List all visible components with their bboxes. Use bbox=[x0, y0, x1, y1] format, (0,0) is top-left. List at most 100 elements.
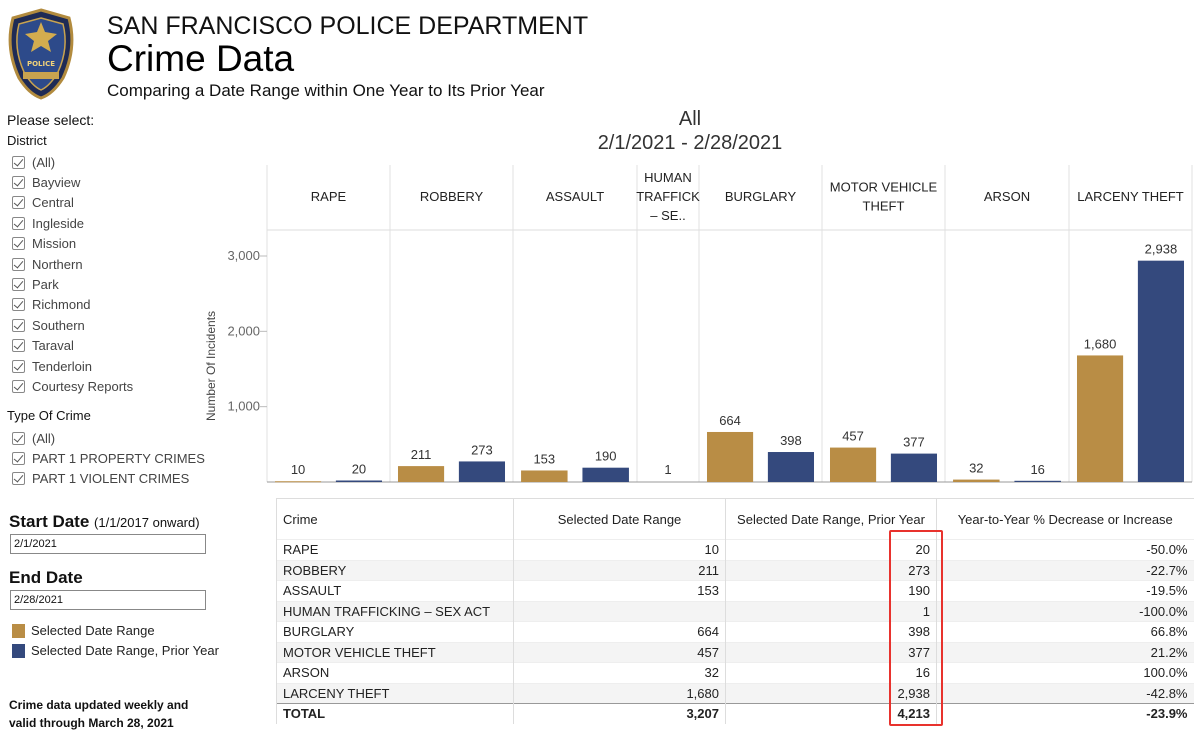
checkbox-checked-icon[interactable] bbox=[12, 318, 25, 332]
checkbox-checked-icon[interactable] bbox=[12, 257, 25, 271]
checkbox-checked-icon[interactable] bbox=[12, 431, 25, 445]
district-option[interactable]: Courtesy Reports bbox=[12, 377, 133, 395]
district-option[interactable]: Central bbox=[12, 194, 74, 212]
table-cell: -19.5% bbox=[936, 580, 1194, 601]
checkbox-checked-icon[interactable] bbox=[12, 451, 25, 465]
checkbox-checked-icon[interactable] bbox=[12, 298, 25, 312]
table-cell: -50.0% bbox=[936, 539, 1194, 560]
page-title: Crime Data bbox=[107, 38, 295, 79]
bar-value-label: 1,680 bbox=[1084, 336, 1117, 351]
checkbox-checked-icon[interactable] bbox=[12, 175, 25, 189]
table-row: ARSON 32 16 100.0% bbox=[276, 662, 1194, 683]
checkbox-checked-icon[interactable] bbox=[12, 339, 25, 353]
bar-prior bbox=[890, 453, 938, 482]
crime-bar-chart: 1,000 2,000 3,000 Number Of Incidents RAPE 10… bbox=[204, 165, 1193, 483]
table-row: BURGLARY 664 398 66.8% bbox=[276, 621, 1194, 642]
category-label: LARCENY THEFT bbox=[1077, 189, 1183, 204]
category-label: MOTOR VEHICLE bbox=[830, 180, 938, 195]
sfpd-badge-logo: POLICE bbox=[8, 8, 74, 100]
table-cell: ASSAULT bbox=[276, 580, 514, 601]
department-name: SAN FRANCISCO POLICE DEPARTMENT bbox=[107, 12, 589, 40]
district-option-label: Northern bbox=[32, 256, 83, 272]
district-option[interactable]: Mission bbox=[12, 235, 76, 253]
checkbox-checked-icon[interactable] bbox=[12, 359, 25, 373]
district-option[interactable]: Taraval bbox=[12, 337, 74, 355]
table-cell: ARSON bbox=[276, 662, 514, 683]
checkbox-checked-icon[interactable] bbox=[12, 472, 25, 486]
end-date-input[interactable] bbox=[10, 590, 206, 610]
category-label: ROBBERY bbox=[420, 189, 484, 204]
category-label: BURGLARY bbox=[725, 189, 797, 204]
category-label: TRAFFICK bbox=[636, 189, 700, 204]
category-label: HUMAN bbox=[644, 170, 692, 185]
district-option[interactable]: Richmond bbox=[12, 296, 91, 314]
table-cell: BURGLARY bbox=[276, 621, 514, 642]
category-label: RAPE bbox=[311, 189, 347, 204]
district-option[interactable]: Ingleside bbox=[12, 214, 84, 232]
crime-type-option-label: PART 1 PROPERTY CRIMES bbox=[32, 450, 205, 466]
col-header-selected: Selected Date Range bbox=[513, 498, 726, 540]
table-cell: 1,680 bbox=[513, 682, 726, 704]
bar-current bbox=[706, 431, 754, 482]
start-date-input[interactable] bbox=[10, 534, 206, 554]
bar-prior bbox=[1137, 260, 1185, 482]
district-option[interactable]: Northern bbox=[12, 255, 83, 273]
district-option-label: Courtesy Reports bbox=[32, 378, 134, 394]
legend-swatch-current bbox=[12, 623, 25, 638]
table-cell: 457 bbox=[513, 641, 726, 663]
category-label: THEFT bbox=[863, 199, 905, 214]
bar-value-label: 273 bbox=[471, 442, 493, 457]
crime-type-option[interactable]: (All) bbox=[12, 429, 55, 447]
table-cell: 16 bbox=[725, 662, 937, 683]
checkbox-checked-icon[interactable] bbox=[12, 379, 25, 393]
district-option-label: Richmond bbox=[32, 297, 91, 313]
checkbox-checked-icon[interactable] bbox=[12, 196, 25, 210]
chart-date-range: 2/1/2021 - 2/28/2021 bbox=[597, 132, 783, 154]
table-cell: MOTOR VEHICLE THEFT bbox=[276, 641, 514, 663]
legend-prior: Selected Date Range, Prior Year bbox=[12, 643, 219, 658]
bar-value-label: 664 bbox=[719, 413, 741, 428]
start-date-label: Start Date (1/1/2017 onward) bbox=[9, 512, 200, 531]
table-cell: 273 bbox=[725, 559, 937, 581]
bar-prior bbox=[458, 461, 506, 482]
district-option-label: Central bbox=[32, 195, 74, 211]
crime-type-option[interactable]: PART 1 PROPERTY CRIMES bbox=[12, 449, 205, 467]
crime-type-option-label: (All) bbox=[32, 430, 56, 446]
end-date-label: End Date bbox=[9, 568, 83, 587]
bar-current bbox=[1076, 355, 1124, 482]
bar-current bbox=[397, 466, 445, 482]
bar-value-label: 398 bbox=[780, 433, 802, 448]
legend-current: Selected Date Range bbox=[12, 623, 155, 638]
bar-prior bbox=[767, 452, 815, 482]
district-option[interactable]: Tenderloin bbox=[12, 357, 92, 375]
district-filter-label: District bbox=[7, 133, 47, 148]
bar-value-label: 20 bbox=[352, 461, 366, 476]
bar-value-label: 10 bbox=[291, 462, 305, 477]
district-option[interactable]: Park bbox=[12, 275, 59, 293]
table-cell: 377 bbox=[725, 641, 937, 663]
district-option[interactable]: (All) bbox=[12, 153, 55, 171]
y-axis-label: Number Of Incidents bbox=[204, 311, 218, 421]
bar-value-label: 153 bbox=[533, 451, 555, 466]
checkbox-checked-icon[interactable] bbox=[12, 216, 25, 230]
table-cell: 2,938 bbox=[725, 682, 937, 704]
checkbox-checked-icon[interactable] bbox=[12, 237, 25, 251]
table-row: LARCENY THEFT 1,680 2,938 -42.8% bbox=[276, 682, 1194, 704]
legend-swatch-prior bbox=[12, 643, 25, 658]
district-option[interactable]: Southern bbox=[12, 316, 85, 334]
district-option[interactable]: Bayview bbox=[12, 173, 80, 191]
bar-value-label: 16 bbox=[1030, 462, 1044, 477]
checkbox-checked-icon[interactable] bbox=[12, 155, 25, 169]
bar-value-label: 32 bbox=[969, 461, 983, 476]
table-row: RAPE 10 20 -50.0% bbox=[276, 539, 1194, 560]
table-cell: HUMAN TRAFFICKING – SEX ACT bbox=[276, 600, 514, 622]
district-option-label: Taraval bbox=[32, 338, 74, 354]
table-cell: ROBBERY bbox=[276, 559, 514, 581]
page-subtitle: Comparing a Date Range within One Year t… bbox=[107, 81, 545, 100]
y-tick-label: 3,000 bbox=[227, 248, 260, 263]
checkbox-checked-icon[interactable] bbox=[12, 277, 25, 291]
crime-type-option[interactable]: PART 1 VIOLENT CRIMES bbox=[12, 470, 189, 488]
bar-current bbox=[274, 481, 322, 483]
bar-value-label: 2,938 bbox=[1145, 242, 1178, 257]
table-cell: 32 bbox=[513, 662, 726, 683]
